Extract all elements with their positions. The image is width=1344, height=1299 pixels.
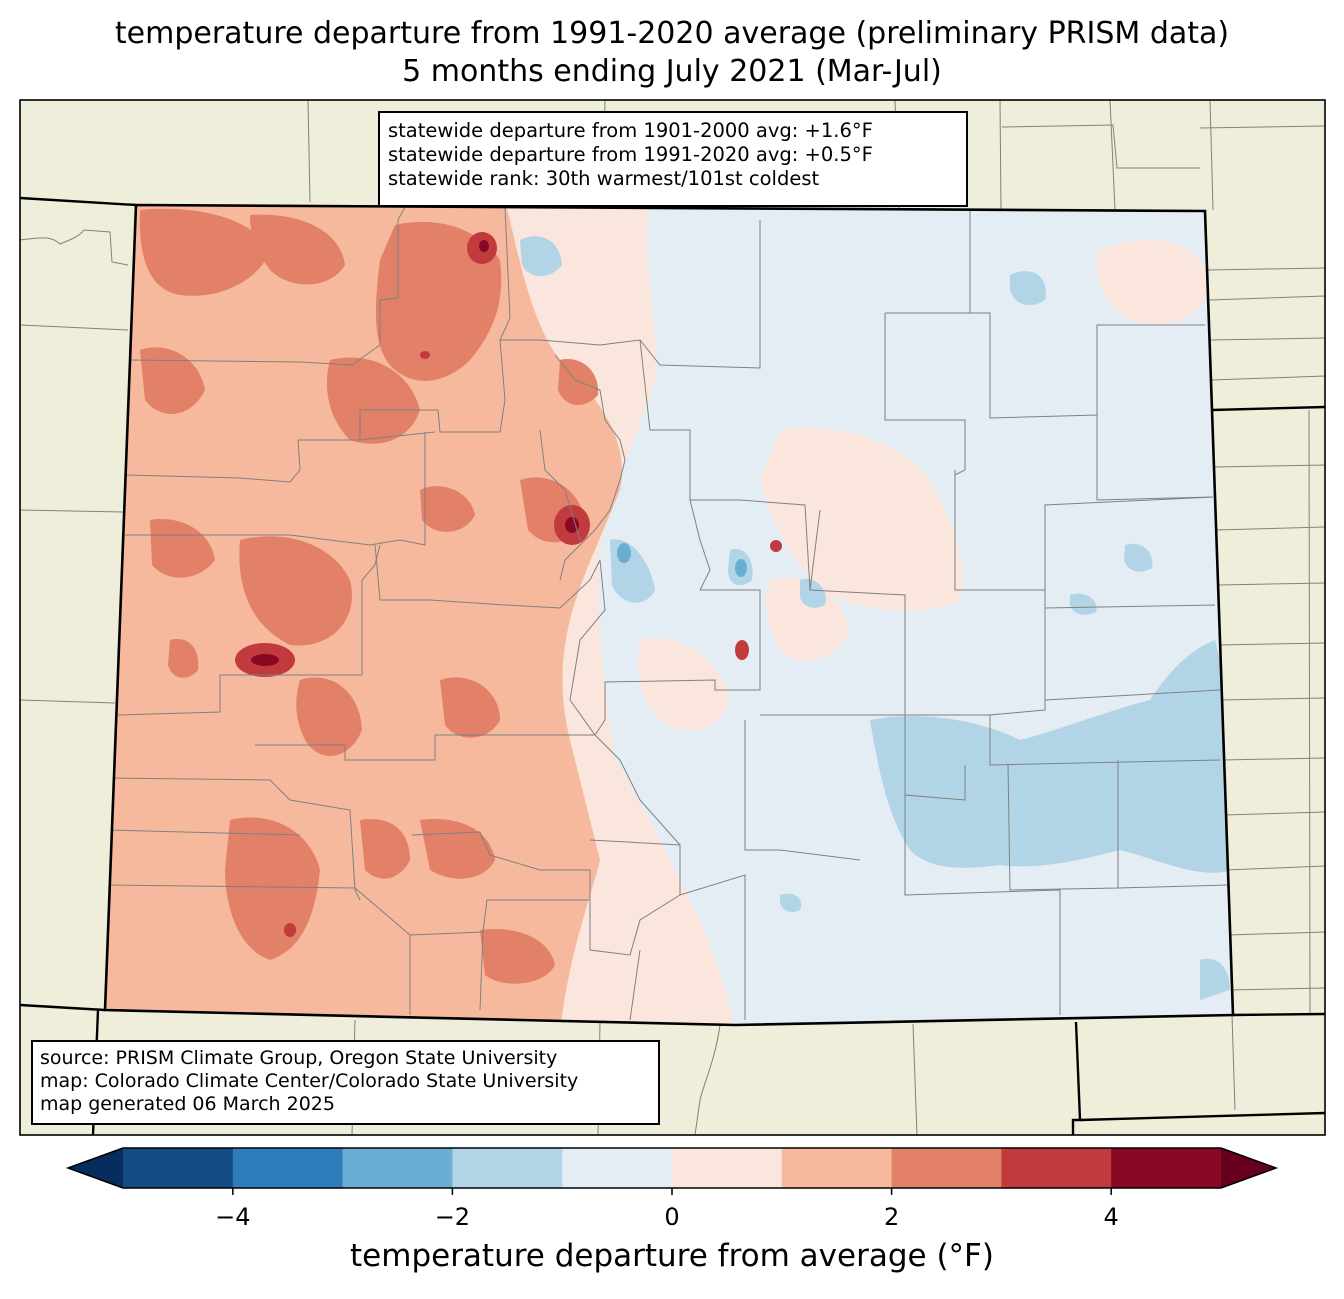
colorbar-bin-2 bbox=[342, 1148, 453, 1188]
colorbar-bin-7 bbox=[891, 1148, 1002, 1188]
colorbar-label: temperature departure from average (°F) bbox=[350, 1238, 994, 1274]
colorbar-bin-3 bbox=[452, 1148, 563, 1188]
colorbar-tick-label: 0 bbox=[664, 1203, 680, 1231]
colorbar-bin-8 bbox=[1001, 1148, 1112, 1188]
stats-departure-1901: statewide departure from 1901-2000 avg: … bbox=[388, 119, 873, 142]
colorado-departure-field bbox=[105, 205, 1233, 1025]
colorbar-under-arrow bbox=[68, 1148, 123, 1188]
colorado-border bbox=[103, 203, 1235, 1027]
colorbar-tick-label: 2 bbox=[883, 1203, 900, 1231]
stats-rank: statewide rank: 30th warmest/101st colde… bbox=[388, 167, 820, 190]
credits-box: source: PRISM Climate Group, Oregon Stat… bbox=[31, 1040, 660, 1125]
colorbar-tick-label: −2 bbox=[434, 1203, 471, 1231]
credit-map: map: Colorado Climate Center/Colorado St… bbox=[40, 1070, 579, 1092]
colorbar-bin-5 bbox=[672, 1148, 783, 1188]
map-subtitle: 5 months ending July 2021 (Mar-Jul) bbox=[402, 54, 942, 89]
colorbar-tick-label: 4 bbox=[1103, 1203, 1119, 1231]
colorbar-bin-1 bbox=[232, 1148, 344, 1188]
map-title: temperature departure from 1991-2020 ave… bbox=[114, 16, 1230, 51]
colorbar bbox=[65, 1147, 1279, 1195]
statewide-stats-box: statewide departure from 1901-2000 avg: … bbox=[378, 111, 968, 207]
credit-source: source: PRISM Climate Group, Oregon Stat… bbox=[40, 1047, 558, 1069]
colorbar-bin-4 bbox=[562, 1148, 673, 1188]
colorbar-bin-6 bbox=[781, 1148, 893, 1188]
colorbar-bin-0 bbox=[123, 1148, 234, 1188]
colorbar-outline bbox=[65, 1147, 1279, 1189]
credit-date: map generated 06 March 2025 bbox=[40, 1093, 335, 1115]
county-boundaries bbox=[107, 206, 1229, 1021]
colorbar-bin-9 bbox=[1111, 1148, 1222, 1188]
colorbar-tick-label: −4 bbox=[215, 1203, 251, 1231]
map-frame-border bbox=[19, 99, 1326, 1136]
colorbar-over-arrow bbox=[1221, 1148, 1276, 1188]
stats-departure-1991: statewide departure from 1991-2020 avg: … bbox=[388, 143, 873, 166]
